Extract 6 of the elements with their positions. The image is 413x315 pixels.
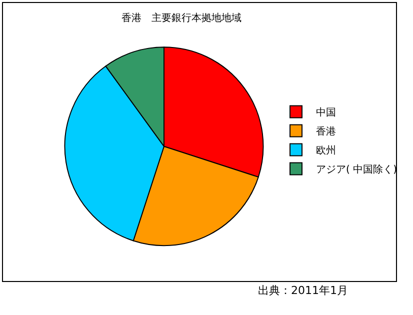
legend-label: アジア( 中国除く) [316, 164, 398, 176]
legend-label: 欧州 [316, 144, 336, 157]
legend-label: 香港 [316, 126, 336, 138]
source-note: 出典：2011年1月 [258, 284, 348, 297]
chart-title: 香港 主要銀行本拠地地域 [122, 12, 242, 24]
legend-label: 中国 [316, 106, 336, 119]
